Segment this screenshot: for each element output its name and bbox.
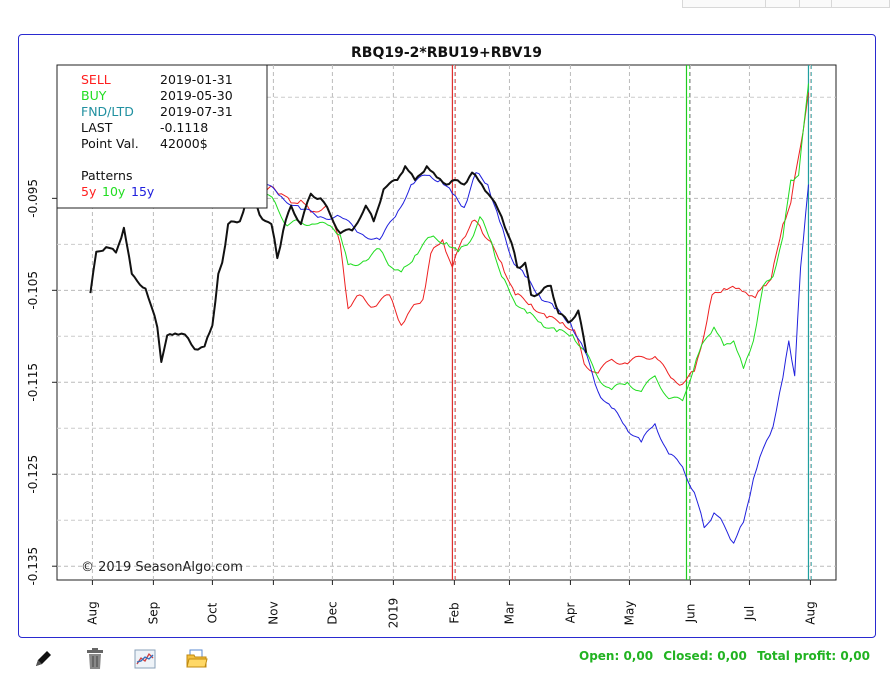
- chart-image-icon[interactable]: [132, 646, 158, 672]
- y-tick-label: -0.105: [26, 271, 40, 310]
- closed-profit: Closed: 0,00: [663, 649, 747, 663]
- patterns-title: Patterns: [81, 168, 132, 183]
- x-tick-label: Jun: [683, 604, 697, 624]
- tab-divider: [831, 0, 832, 7]
- x-tick-label: Mar: [502, 602, 516, 625]
- x-tick-label: May: [622, 601, 636, 626]
- info-value: -0.1118: [160, 120, 208, 135]
- y-tick-label: -0.125: [26, 455, 40, 494]
- x-tick-label: 2019: [386, 598, 400, 629]
- open-profit: Open: 0,00: [579, 649, 654, 663]
- info-label: LAST: [81, 120, 113, 135]
- info-label: SELL: [81, 72, 111, 87]
- top-tab-strip: [682, 0, 890, 8]
- info-box: SELL 2019-01-31 BUY 2019-05-30 FND/LTD 2019-0…: [56, 64, 268, 209]
- pattern-legend-item: 5y: [81, 184, 97, 199]
- y-tick-label: -0.135: [26, 547, 40, 586]
- info-box-frame: [56, 64, 268, 209]
- total-profit: Total profit: 0,00: [757, 649, 870, 663]
- pencil-icon[interactable]: [30, 646, 56, 672]
- x-tick-label: Jul: [742, 606, 756, 621]
- tab-divider: [765, 0, 766, 7]
- watermark: © 2019 SeasonAlgo.com: [81, 560, 243, 575]
- info-label: Point Val.: [81, 136, 139, 151]
- chart-title: RBQ19-2*RBU19+RBV19: [351, 45, 542, 61]
- info-label: FND/LTD: [81, 104, 134, 119]
- x-tick-label: Apr: [563, 603, 577, 624]
- pattern-legend-item: 10y: [102, 184, 126, 199]
- info-value: 42000$: [160, 136, 208, 151]
- tab-divider: [799, 0, 800, 7]
- x-tick-label: Feb: [447, 602, 461, 623]
- y-tick-label: -0.115: [26, 363, 40, 402]
- chart-svg: RBQ19-2*RBU19+RBV19 -0.095 -0.105 -0.115 -0.…: [26, 45, 837, 629]
- chart-toolbar: Open: 0,00 Closed: 0,00 Total profit: 0,…: [18, 640, 876, 680]
- info-label: BUY: [81, 88, 107, 103]
- info-value: 2019-07-31: [160, 104, 233, 119]
- pattern-legend-item: 15y: [131, 184, 155, 199]
- x-tick-label: Aug: [85, 601, 99, 624]
- x-tick-label: Aug: [803, 601, 817, 624]
- x-tick-label: Nov: [266, 601, 280, 624]
- chart-panel: RBQ19-2*RBU19+RBV19 -0.095 -0.105 -0.115 -0.…: [18, 34, 876, 638]
- x-tick-label: Dec: [325, 601, 339, 624]
- y-tick-label: -0.095: [26, 179, 40, 218]
- profit-summary: Open: 0,00 Closed: 0,00 Total profit: 0,…: [573, 649, 870, 663]
- x-tick-label: Sep: [146, 602, 160, 625]
- series-line-1: [265, 92, 809, 386]
- trash-icon[interactable]: [82, 646, 108, 672]
- series-line-2: [265, 83, 809, 402]
- info-value: 2019-05-30: [160, 88, 233, 103]
- info-value: 2019-01-31: [160, 72, 233, 87]
- series-line-0: [89, 165, 588, 363]
- folder-open-icon[interactable]: [184, 646, 210, 672]
- x-tick-label: Oct: [205, 602, 219, 623]
